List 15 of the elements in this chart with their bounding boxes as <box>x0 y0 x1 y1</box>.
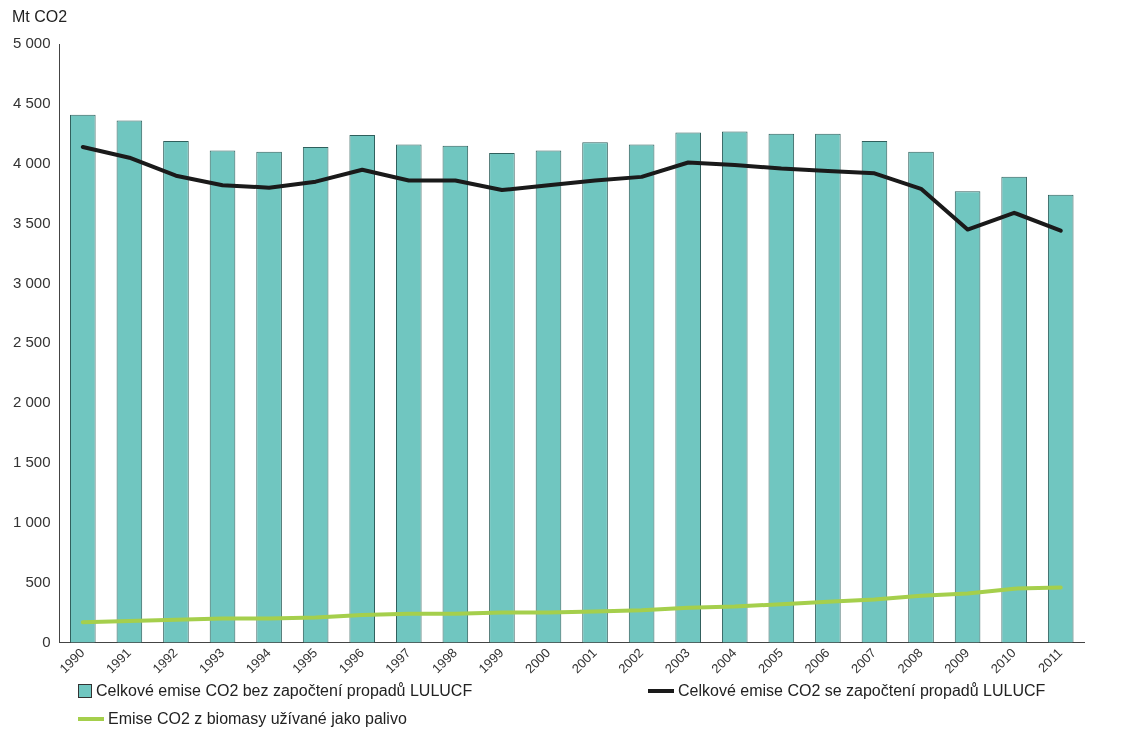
y-tick-label: 500 <box>25 572 51 590</box>
y-tick-label: 4 000 <box>12 153 51 171</box>
y-tick-label: 5 000 <box>12 34 51 52</box>
y-tick-label: 3 000 <box>12 273 51 291</box>
legend-label: Emise CO2 z biomasy užívané jako palivo <box>108 710 407 728</box>
y-tick-label: 0 <box>42 632 51 650</box>
y-tick-label: 4 500 <box>12 93 51 111</box>
legend-label: Celkové emise CO2 bez započtení propadů LULUCF <box>96 682 473 700</box>
y-tick-label: 2 500 <box>12 333 51 351</box>
y-axis-title: Mt CO2 <box>12 8 68 26</box>
y-tick-label: 1 000 <box>12 512 51 530</box>
y-tick-label: 1 500 <box>12 453 51 471</box>
legend-label: Celkové emise CO2 se započtení propadů LULUCF <box>678 682 1046 700</box>
y-tick-label: 2 000 <box>12 393 51 411</box>
y-tick-label: 3 500 <box>12 213 51 231</box>
